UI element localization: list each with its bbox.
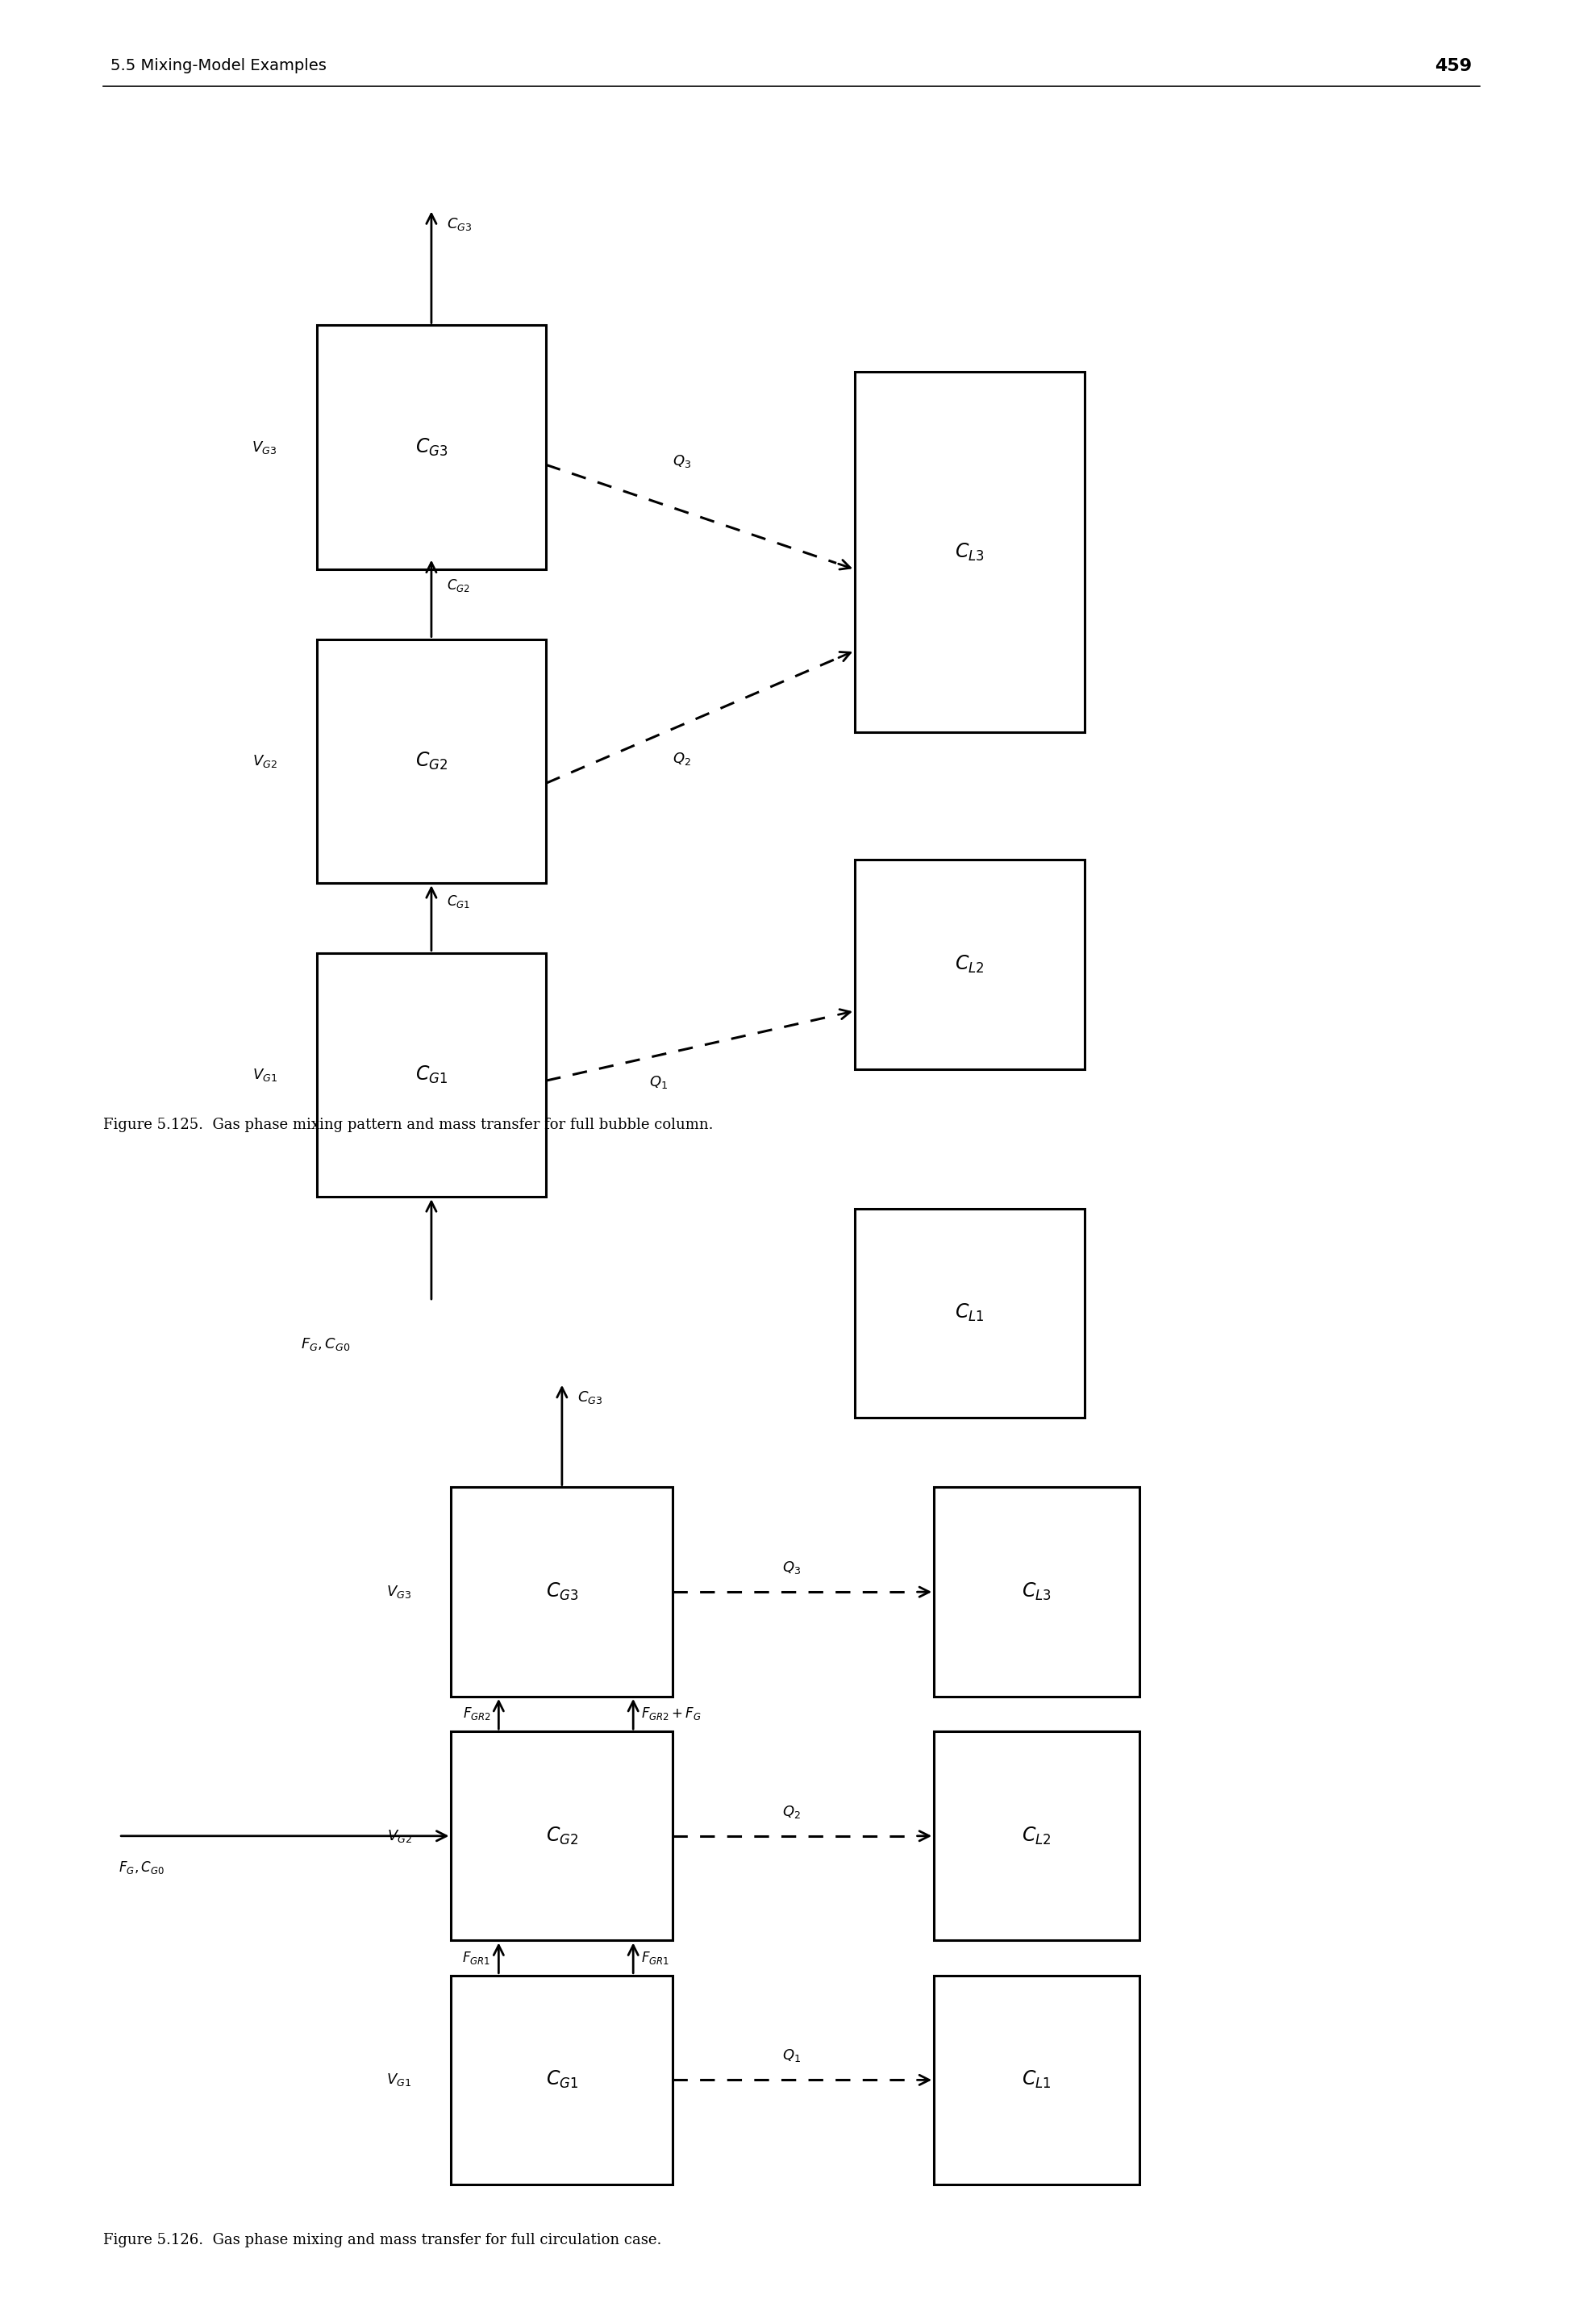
Text: $V_{G1}$: $V_{G1}$: [252, 1067, 277, 1083]
Text: $C_{G1}$: $C_{G1}$: [415, 1064, 448, 1085]
Text: $C_{G2}$: $C_{G2}$: [446, 579, 470, 593]
Text: $F_{GR2}$: $F_{GR2}$: [462, 1706, 491, 1722]
Text: $C_{G3}$: $C_{G3}$: [415, 437, 448, 458]
FancyBboxPatch shape: [855, 1208, 1084, 1418]
FancyBboxPatch shape: [451, 1975, 673, 2185]
FancyBboxPatch shape: [451, 1487, 673, 1697]
Text: $Q_2$: $Q_2$: [673, 751, 692, 767]
FancyBboxPatch shape: [855, 372, 1084, 732]
Text: $C_{G2}$: $C_{G2}$: [415, 751, 448, 772]
Text: 5.5 Mixing-Model Examples: 5.5 Mixing-Model Examples: [111, 58, 326, 74]
Text: $C_{G3}$: $C_{G3}$: [546, 1580, 578, 1604]
FancyBboxPatch shape: [934, 1731, 1140, 1941]
FancyBboxPatch shape: [317, 953, 546, 1197]
FancyBboxPatch shape: [855, 860, 1084, 1069]
Text: $V_{G3}$: $V_{G3}$: [252, 439, 277, 456]
Text: $C_{L2}$: $C_{L2}$: [955, 953, 985, 976]
Text: $C_{L2}$: $C_{L2}$: [1023, 1824, 1051, 1848]
Text: $C_{G3}$: $C_{G3}$: [446, 216, 472, 232]
Text: $C_{G1}$: $C_{G1}$: [546, 2068, 578, 2092]
Text: $C_{L3}$: $C_{L3}$: [955, 541, 985, 562]
FancyBboxPatch shape: [317, 325, 546, 569]
Text: $V_{G3}$: $V_{G3}$: [386, 1585, 412, 1599]
Text: $V_{G2}$: $V_{G2}$: [252, 753, 277, 769]
Text: $F_{GR1}$: $F_{GR1}$: [462, 1950, 491, 1966]
Text: $V_{G1}$: $V_{G1}$: [386, 2073, 412, 2087]
Text: 459: 459: [1436, 58, 1472, 74]
Text: $Q_1$: $Q_1$: [649, 1074, 668, 1090]
FancyBboxPatch shape: [317, 639, 546, 883]
Text: $Q_2$: $Q_2$: [782, 1803, 801, 1820]
Text: $C_{G3}$: $C_{G3}$: [578, 1390, 603, 1406]
Text: Figure 5.125.  Gas phase mixing pattern and mass transfer for full bubble column: Figure 5.125. Gas phase mixing pattern a…: [103, 1118, 712, 1132]
Text: $F_G, C_{G0}$: $F_G, C_{G0}$: [301, 1336, 350, 1353]
Text: $F_G, C_{G0}$: $F_G, C_{G0}$: [119, 1859, 165, 1875]
FancyBboxPatch shape: [934, 1487, 1140, 1697]
Text: $F_{GR1}$: $F_{GR1}$: [641, 1950, 670, 1966]
FancyBboxPatch shape: [934, 1975, 1140, 2185]
Text: $C_{G1}$: $C_{G1}$: [446, 895, 470, 909]
Text: $C_{L1}$: $C_{L1}$: [955, 1301, 985, 1325]
Text: $C_{L3}$: $C_{L3}$: [1023, 1580, 1051, 1604]
Text: $C_{G2}$: $C_{G2}$: [546, 1824, 578, 1848]
Text: $Q_3$: $Q_3$: [673, 453, 692, 469]
Text: $F_{GR2} + F_G$: $F_{GR2} + F_G$: [641, 1706, 701, 1722]
Text: $C_{L1}$: $C_{L1}$: [1023, 2068, 1051, 2092]
Text: $V_{G2}$: $V_{G2}$: [386, 1829, 412, 1843]
Text: Figure 5.126.  Gas phase mixing and mass transfer for full circulation case.: Figure 5.126. Gas phase mixing and mass …: [103, 2233, 662, 2247]
FancyBboxPatch shape: [451, 1731, 673, 1941]
Text: $Q_3$: $Q_3$: [782, 1559, 801, 1576]
Text: $Q_1$: $Q_1$: [782, 2047, 801, 2064]
